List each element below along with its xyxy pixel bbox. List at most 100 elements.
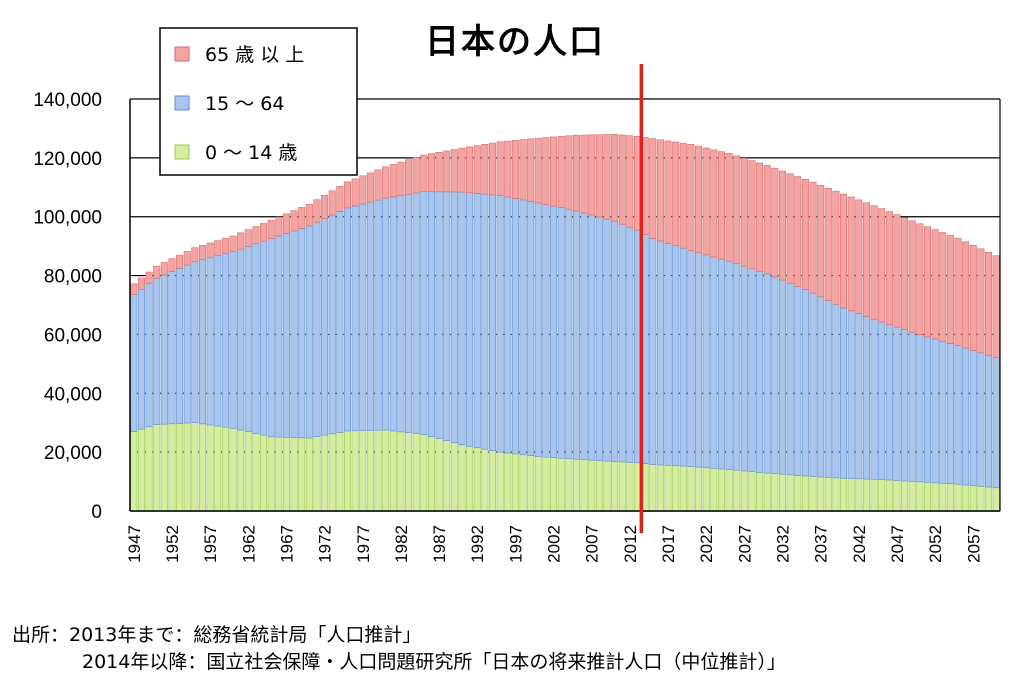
bar-young-1956: [198, 423, 207, 512]
chart-area: 0 20,000 40,000 60,000 80,000 100,000 120,000 1…: [33, 22, 1001, 563]
bar-elderly-2057: [969, 244, 977, 351]
bar-elderly-1959: [221, 238, 229, 255]
bar-working-2043: [862, 316, 870, 480]
bar-young-2029: [756, 472, 764, 512]
bar-elderly-1967: [282, 213, 290, 234]
bar-working-1982: [397, 195, 405, 433]
bar-elderly-1954: [183, 251, 191, 266]
bar-young-2052: [931, 482, 939, 512]
bar-elderly-2055: [954, 238, 962, 346]
bar-young-1967: [282, 437, 290, 512]
bar-young-2022: [702, 467, 710, 512]
bar-working-2010: [611, 220, 619, 462]
bar-elderly-2034: [794, 176, 802, 287]
bar-working-2024: [717, 258, 725, 470]
bar-working-1998: [519, 199, 527, 456]
bar-young-2009: [603, 460, 611, 512]
bar-young-1990: [458, 444, 466, 512]
bar-working-1952: [168, 271, 176, 425]
bar-young-1974: [336, 432, 344, 512]
bar-working-1983: [405, 193, 413, 434]
bar-elderly-1996: [504, 140, 512, 198]
bar-working-2031: [771, 276, 779, 474]
bar-elderly-1973: [328, 190, 336, 216]
x-tick-label: 2007: [583, 525, 602, 563]
bar-working-1962: [244, 246, 252, 433]
bar-working-2037: [817, 296, 825, 478]
bar-working-1973: [328, 214, 336, 435]
bar-young-2042: [855, 478, 863, 512]
bar-elderly-2059: [985, 251, 993, 356]
bar-elderly-1997: [511, 140, 519, 199]
bar-elderly-2032: [778, 170, 787, 281]
bar-young-1964: [260, 434, 268, 512]
legend-box: [159, 27, 358, 176]
bar-elderly-1948: [137, 277, 145, 290]
bar-young-2049: [908, 481, 916, 512]
bar-elderly-2016: [656, 139, 664, 242]
bar-working-2015: [649, 238, 657, 465]
bar-working-2046: [885, 324, 893, 481]
bar-elderly-2046: [885, 211, 893, 325]
bar-young-2008: [595, 460, 603, 512]
bar-working-1991: [466, 192, 474, 447]
bar-elderly-1952: [168, 258, 176, 272]
bar-working-2057: [969, 350, 977, 486]
bar-working-2028: [748, 268, 756, 472]
x-tick-label: 1967: [277, 525, 296, 563]
bar-young-1977: [359, 430, 367, 512]
bar-working-2016: [656, 240, 664, 466]
x-tick-label: 1947: [125, 525, 144, 563]
bar-young-2002: [550, 457, 558, 512]
bar-young-2037: [817, 476, 825, 512]
bar-working-1972: [321, 218, 329, 436]
bar-young-2058: [977, 486, 985, 512]
bar-working-2032: [778, 279, 787, 475]
bar-working-2058: [977, 352, 985, 487]
bar-elderly-1962: [244, 229, 252, 247]
bar-elderly-1961: [237, 232, 245, 250]
bar-young-1983: [405, 432, 413, 512]
bar-working-1987: [435, 191, 443, 439]
bar-elderly-1963: [252, 226, 260, 245]
bar-young-2017: [664, 465, 672, 512]
bar-elderly-1960: [229, 235, 237, 253]
bar-working-2055: [954, 345, 962, 485]
bar-working-2027: [740, 265, 748, 472]
bar-working-1971: [313, 221, 321, 437]
bar-working-2005: [572, 210, 580, 460]
bar-working-2006: [580, 212, 588, 460]
bar-working-2029: [756, 270, 764, 473]
bar-young-1963: [252, 433, 260, 512]
bar-elderly-2017: [664, 140, 672, 244]
bar-elderly-2053: [939, 232, 947, 342]
x-tick-label: 2017: [659, 525, 678, 563]
bar-young-1980: [382, 429, 390, 512]
bar-young-2047: [893, 480, 901, 512]
bar-elderly-1966: [275, 216, 283, 237]
bar-young-1947: [130, 431, 138, 512]
bar-young-1994: [488, 450, 497, 512]
bar-elderly-2018: [672, 141, 680, 247]
bar-working-2019: [679, 247, 687, 467]
bar-working-1999: [527, 201, 535, 456]
bar-elderly-1976: [351, 178, 359, 207]
bar-young-1959: [221, 426, 229, 512]
bar-young-1976: [351, 430, 359, 512]
bar-young-1954: [183, 422, 191, 512]
x-tick-label: 1987: [430, 525, 449, 563]
bar-working-2001: [542, 204, 550, 458]
bar-working-2054: [946, 343, 954, 485]
bar-working-2030: [763, 273, 771, 474]
x-tick-label: 2047: [888, 525, 907, 563]
bar-young-1960: [229, 428, 237, 512]
legend-label-elderly: 65 歳 以 上: [205, 44, 304, 66]
x-tick-label: 1982: [392, 525, 411, 563]
legend-swatch-working: [174, 95, 190, 111]
y-tick-label: 120,000: [33, 149, 102, 170]
bar-young-2035: [801, 475, 809, 512]
bar-working-1989: [450, 191, 458, 444]
bar-young-2056: [962, 484, 970, 512]
bar-young-2016: [656, 464, 664, 512]
bar-elderly-2008: [595, 134, 603, 218]
